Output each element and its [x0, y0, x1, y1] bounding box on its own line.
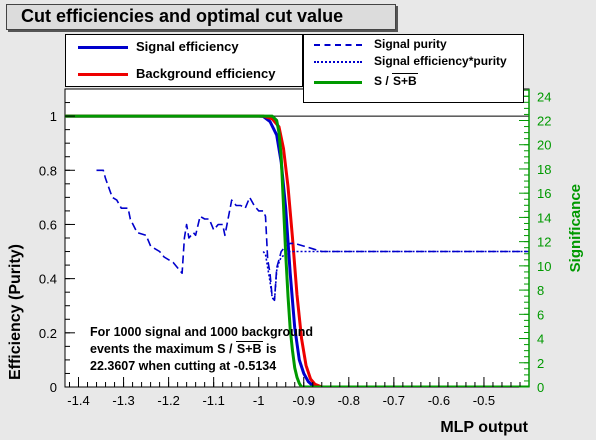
y-axis-label: Efficiency (Purity) — [7, 244, 24, 380]
optimal-cut-note: For 1000 signal and 1000 background even… — [90, 324, 313, 375]
legend-swatch — [314, 61, 362, 63]
note-line-2-root: S+B — [235, 341, 263, 356]
series-line-1 — [65, 114, 529, 387]
series-line-3 — [262, 250, 529, 302]
note-line-2-prefix: events the maximum S / — [90, 342, 236, 356]
y2-tick-label: 8 — [537, 283, 544, 298]
y-tick-label: 0 — [50, 380, 57, 395]
y-tick-label: 0.4 — [39, 272, 57, 287]
y2-tick-label: 22 — [537, 113, 551, 128]
y2-tick-label: 20 — [537, 138, 551, 153]
y2-tick-label: 14 — [537, 210, 551, 225]
y2-tick-label: 2 — [537, 356, 544, 371]
x-tick-label: -1 — [253, 393, 265, 408]
legend-efficiencies: Signal efficiency Background efficiency — [65, 34, 303, 87]
legend-item-background-efficiency: Background efficiency — [66, 66, 302, 82]
x-tick-label: -1.4 — [67, 393, 89, 408]
x-tick-label: -0.7 — [383, 393, 405, 408]
y-tick-label: 0.2 — [39, 326, 57, 341]
y2-tick-label: 18 — [537, 162, 551, 177]
legend-item-signal-purity: Signal purity — [304, 37, 523, 53]
y2-tick-label: 4 — [537, 332, 544, 347]
y2-tick-label: 16 — [537, 186, 551, 201]
y2-tick-label: 6 — [537, 307, 544, 322]
legend-swatch — [314, 81, 362, 84]
note-line-2-suffix: is — [262, 342, 277, 356]
legend-purity: Signal purity Signal efficiency*purity S… — [303, 34, 524, 103]
x-tick-label: -1.2 — [157, 393, 179, 408]
legend-label: S / S+B — [374, 73, 418, 88]
legend-swatch — [78, 46, 128, 49]
note-line-3: 22.3607 when cutting at -0.5134 — [90, 359, 277, 373]
y2-tick-label: 10 — [537, 259, 551, 274]
series-line-2 — [96, 169, 529, 302]
x-axis-label: MLP output — [440, 419, 528, 436]
note-line-2: events the maximum S / S+B is — [90, 341, 313, 358]
legend-item-eff-purity: Signal efficiency*purity — [304, 54, 523, 70]
x-tick-label: -1.3 — [112, 393, 134, 408]
legend-label: Signal efficiency — [136, 39, 239, 54]
legend-item-significance: S / S+B — [304, 73, 523, 90]
y2-tick-label: 12 — [537, 235, 551, 250]
legend-label: Background efficiency — [136, 66, 276, 81]
y-tick-label: 1 — [50, 109, 57, 124]
chart-title-box: Cut efficiencies and optimal cut value — [6, 4, 396, 30]
legend-swatch — [314, 44, 362, 46]
x-tick-label: -0.6 — [428, 393, 450, 408]
legend-label: Signal efficiency*purity — [374, 54, 507, 68]
x-tick-label: -0.8 — [338, 393, 360, 408]
y2-axis-label: Significance — [567, 184, 584, 272]
legend-item-signal-efficiency: Signal efficiency — [66, 39, 302, 55]
y-tick-label: 0.6 — [39, 217, 57, 232]
x-tick-label: -0.5 — [473, 393, 495, 408]
legend-swatch — [78, 73, 128, 76]
y2-tick-label: 0 — [537, 380, 544, 395]
y-tick-label: 0.8 — [39, 163, 57, 178]
y2-tick-label: 24 — [537, 89, 551, 104]
legend-label: Signal purity — [374, 37, 447, 51]
legend-label-prefix: S / — [374, 74, 393, 88]
legend-label-root: S+B — [392, 73, 418, 88]
note-line-1: For 1000 signal and 1000 background — [90, 325, 313, 339]
x-tick-label: -1.1 — [202, 393, 224, 408]
chart-title: Cut efficiencies and optimal cut value — [21, 6, 344, 26]
series-line-4 — [65, 114, 529, 387]
x-tick-label: -0.9 — [293, 393, 315, 408]
